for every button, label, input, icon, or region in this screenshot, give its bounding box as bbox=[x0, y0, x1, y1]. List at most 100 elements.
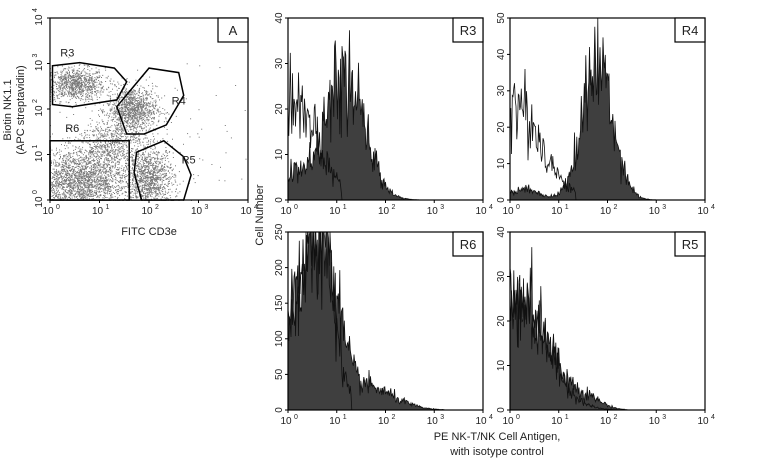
scatter-point bbox=[112, 174, 114, 176]
scatter-point bbox=[56, 95, 58, 97]
scatter-point bbox=[83, 193, 85, 195]
scatter-point bbox=[133, 184, 135, 186]
scatter-point bbox=[77, 72, 79, 74]
scatter-point bbox=[153, 136, 155, 137]
scatter-point bbox=[55, 162, 57, 164]
scatter-point bbox=[58, 198, 60, 199]
scatter-point bbox=[165, 155, 167, 157]
scatter-point bbox=[67, 196, 69, 198]
scatter-point bbox=[61, 87, 63, 89]
scatter-point bbox=[122, 101, 124, 103]
scatter-point bbox=[74, 167, 76, 168]
scatter-point bbox=[143, 102, 145, 104]
scatter-point bbox=[90, 88, 92, 90]
scatter-point bbox=[51, 183, 53, 185]
scatter-point bbox=[70, 191, 71, 193]
scatter-point bbox=[70, 81, 72, 83]
scatter-point bbox=[130, 90, 132, 92]
scatter-point bbox=[107, 75, 109, 77]
scatter-point bbox=[105, 180, 107, 182]
scatter-point bbox=[132, 184, 134, 185]
scatter-point bbox=[138, 126, 140, 128]
scatter-point bbox=[80, 175, 82, 177]
scatter-point bbox=[130, 127, 132, 129]
scatter-point bbox=[93, 167, 95, 169]
scatter-point bbox=[51, 187, 53, 189]
scatter-point bbox=[144, 197, 146, 199]
scatter-point bbox=[115, 142, 117, 144]
scatter-point bbox=[92, 171, 94, 173]
scatter-point bbox=[102, 87, 103, 89]
scatter-point bbox=[117, 94, 118, 96]
scatter-point bbox=[129, 105, 131, 107]
scatter-point bbox=[70, 129, 72, 131]
scatter-point bbox=[119, 108, 121, 110]
scatter-point bbox=[57, 182, 59, 184]
scatter-point bbox=[91, 154, 93, 156]
scatter-point bbox=[68, 94, 70, 96]
scatter-point bbox=[80, 85, 82, 87]
scatter-point bbox=[96, 196, 98, 198]
scatter-point bbox=[69, 197, 70, 198]
scatter-point bbox=[88, 176, 90, 178]
scatter-point bbox=[158, 161, 160, 163]
scatter-point bbox=[96, 181, 98, 183]
scatter-point bbox=[102, 161, 104, 163]
scatter-point bbox=[146, 158, 148, 160]
scatter-point bbox=[114, 93, 116, 95]
scatter-point bbox=[135, 134, 137, 136]
scatter-point bbox=[119, 194, 121, 196]
scatter-point bbox=[125, 191, 127, 193]
scatter-point bbox=[127, 101, 129, 103]
scatter-point bbox=[150, 90, 152, 92]
scatter-point bbox=[77, 178, 78, 180]
scatter-point bbox=[151, 180, 153, 182]
scatter-point bbox=[136, 148, 138, 150]
scatter-point bbox=[74, 80, 76, 82]
scatter-point bbox=[151, 173, 153, 174]
scatter-point bbox=[95, 180, 97, 182]
scatter-point bbox=[128, 93, 130, 95]
scatter-point bbox=[130, 112, 131, 114]
scatter-point bbox=[168, 113, 170, 115]
scatter-point bbox=[60, 166, 62, 168]
scatter-point bbox=[96, 186, 98, 187]
scatter-point bbox=[88, 187, 89, 188]
scatter-point bbox=[157, 154, 159, 156]
scatter-point bbox=[145, 104, 147, 106]
scatter-point bbox=[74, 76, 76, 78]
scatter-point bbox=[65, 159, 67, 161]
scatter-point bbox=[61, 175, 62, 177]
scatter-point bbox=[82, 189, 84, 191]
scatter-point bbox=[59, 172, 61, 174]
scatter-point bbox=[105, 182, 107, 184]
scatter-point bbox=[68, 173, 70, 175]
scatter-point bbox=[83, 174, 85, 176]
scatter-point bbox=[134, 152, 136, 154]
scatter-point bbox=[70, 92, 72, 94]
scatter-point bbox=[144, 99, 146, 101]
scatter-point bbox=[119, 97, 121, 99]
scatter-point bbox=[70, 178, 71, 180]
scatter-point bbox=[107, 191, 108, 193]
scatter-point bbox=[79, 177, 81, 179]
scatter-point bbox=[146, 176, 148, 178]
scatter-point bbox=[154, 152, 156, 154]
scatter-point bbox=[133, 102, 134, 104]
scatter-point bbox=[77, 79, 79, 81]
scatter-point bbox=[86, 97, 88, 98]
scatter-point bbox=[85, 165, 87, 167]
scatter-point bbox=[163, 194, 165, 196]
scatter-point bbox=[144, 194, 146, 196]
scatter-point bbox=[72, 192, 73, 194]
scatter-point bbox=[139, 116, 141, 118]
scatter-point bbox=[93, 169, 95, 171]
scatter-point bbox=[86, 173, 88, 175]
scatter-point bbox=[139, 87, 141, 89]
scatter-point bbox=[56, 152, 58, 154]
scatter-point bbox=[57, 185, 59, 187]
scatter-point bbox=[87, 187, 89, 189]
scatter-point bbox=[75, 172, 77, 174]
scatter-point bbox=[99, 176, 101, 178]
scatter-point bbox=[99, 170, 101, 172]
